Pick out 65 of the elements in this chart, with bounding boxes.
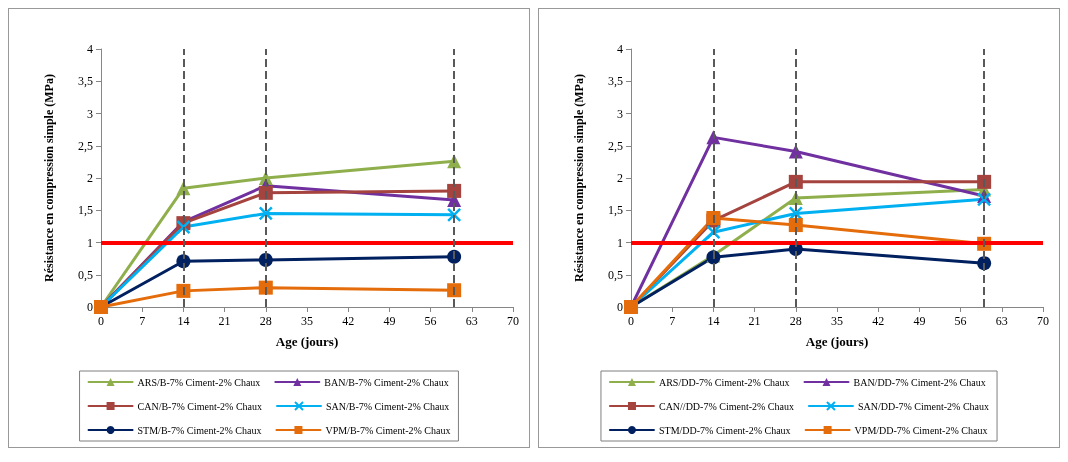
x-tick-label: 49 [913, 314, 926, 328]
point [788, 174, 803, 189]
x-tick-label: 63 [465, 314, 478, 328]
x-tick-label: 21 [748, 314, 761, 328]
legend-label: ARS/DD-7% Ciment-2% Chaux [658, 376, 790, 388]
y-tick-label: 4 [87, 42, 93, 56]
x-tick-label: 7 [669, 314, 676, 328]
point [258, 206, 274, 221]
x-tick-label: 28 [259, 314, 272, 328]
y-tick-label: 2 [617, 171, 623, 185]
legend-label: CAN//DD-7% Ciment-2% Chaux [658, 400, 794, 412]
x-tick-label: 21 [218, 314, 231, 328]
x-tick-label: 42 [872, 314, 885, 328]
y-tick-label: 1,5 [608, 203, 623, 218]
y-tick-label: 3 [617, 106, 623, 121]
point [706, 224, 721, 240]
y-tick-label: 0,5 [78, 267, 93, 282]
legend-label: VPM/DD-7% Ciment-2% Chaux [854, 424, 988, 436]
y-tick-label: 4 [617, 42, 623, 56]
legend-label: BAN/DD-7% Ciment-2% Chaux [853, 376, 986, 388]
legend-label: STM/DD-7% Ciment-2% Chaux [658, 424, 791, 436]
legend-label: SAN/B-7% Ciment-2% Chaux [326, 400, 450, 412]
y-tick-label: 1 [87, 235, 93, 250]
legend-label: BAN/B-7% Ciment-2% Chaux [324, 376, 449, 388]
y-tick-label: 2 [87, 171, 93, 185]
x-tick-label: 28 [789, 314, 802, 328]
y-axis-title: Résistance en compression simple (MPa) [42, 74, 56, 282]
x-tick-label: 0 [98, 314, 104, 328]
point [446, 207, 462, 223]
x-tick-label: 14 [707, 314, 720, 328]
y-tick-label: 3,5 [608, 74, 623, 89]
y-tick-label: 0 [87, 300, 93, 314]
y-tick-label: 3 [87, 106, 93, 121]
x-tick-label: 70 [1037, 314, 1049, 328]
x-tick-label: 70 [507, 314, 519, 328]
x-tick-label: 35 [301, 314, 313, 328]
legend-label: CAN/B-7% Ciment-2% Chaux [137, 400, 262, 412]
x-tick-label: 0 [628, 314, 634, 328]
x-tick-label: 35 [831, 314, 843, 328]
y-tick-label: 0 [617, 300, 623, 314]
y-tick-label: 3,5 [78, 74, 93, 89]
point [447, 283, 462, 298]
x-tick-label: 7 [139, 314, 146, 328]
point [176, 283, 191, 298]
x-tick-label: 42 [342, 314, 355, 328]
y-tick-label: 1,5 [78, 203, 93, 218]
x-tick-label: 63 [995, 314, 1008, 328]
x-axis-title: Age (jours) [275, 334, 339, 349]
point [176, 219, 191, 235]
x-tick-label: 56 [954, 314, 967, 328]
x-tick-label: 49 [383, 314, 396, 328]
y-tick-label: 2,5 [78, 138, 93, 153]
y-axis-title: Résistance en compression simple (MPa) [572, 74, 586, 282]
y-tick-label: 2,5 [608, 138, 623, 153]
x-axis-title: Age (jours) [805, 334, 869, 349]
legend-label: VPM/B-7% Ciment-2% Chaux [325, 424, 451, 436]
legend-label: SAN/DD-7% Ciment-2% Chaux [857, 400, 990, 412]
legend-label: ARS/B-7% Ciment-2% Chaux [137, 376, 261, 388]
y-tick-label: 0,5 [608, 267, 623, 282]
point [977, 174, 992, 189]
y-tick-label: 1 [617, 235, 623, 250]
point [788, 206, 804, 221]
legend-label: STM/B-7% Ciment-2% Chaux [137, 424, 262, 436]
x-tick-label: 56 [424, 314, 437, 328]
x-tick-label: 14 [177, 314, 190, 328]
